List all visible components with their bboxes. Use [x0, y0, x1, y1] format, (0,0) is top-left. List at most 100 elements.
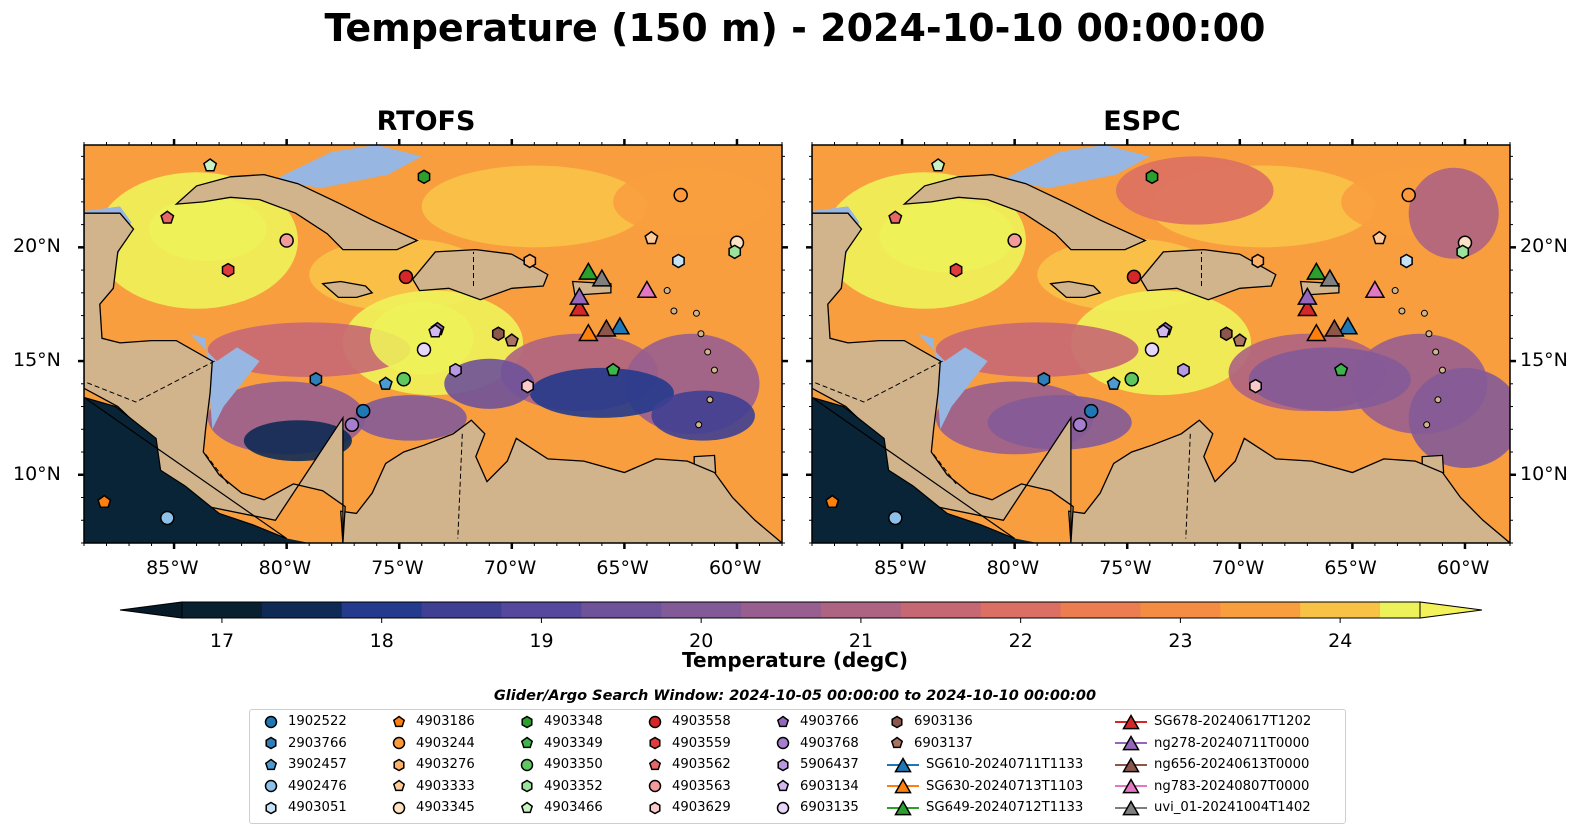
legend-marker-icon: [265, 736, 277, 750]
legend-marker: [520, 801, 534, 813]
legend-marker: [265, 801, 277, 814]
legend-label: 4903558: [672, 714, 731, 729]
legend-entry: SG678-20240617T1202: [1114, 711, 1311, 732]
legend-entry: uvi_01-20241004T1402: [1114, 797, 1311, 818]
obs-marker-4903348: [1145, 169, 1159, 185]
legend-marker: [776, 736, 790, 750]
obs-marker-4903244: [673, 187, 688, 203]
island: [1434, 396, 1442, 404]
legend-entry: 4903350: [516, 754, 603, 775]
obs-marker-4903563: [279, 233, 294, 248]
legend-entry: 4903349: [516, 733, 603, 754]
island: [663, 287, 671, 295]
colorbar-bin: [1060, 602, 1141, 618]
obs-marker-4903562: [160, 210, 175, 224]
country-border: [933, 453, 957, 485]
legend-marker-icon: [648, 779, 662, 793]
island: [1420, 309, 1428, 317]
lon-tick-label: 80°W: [258, 557, 312, 579]
temperature-feature: [1408, 167, 1499, 259]
temperature-feature: [935, 322, 1139, 377]
land-cuba: [902, 173, 1147, 251]
obs-marker-4903349: [606, 362, 621, 377]
legend-marker: [520, 736, 534, 749]
legend-entry: ng278-20240711T0000: [1114, 733, 1309, 754]
legend-marker-icon: [776, 779, 790, 792]
colorbar-bin: [1140, 602, 1221, 618]
obs-marker-4903276: [523, 253, 537, 269]
lon-tick-label: 85°W: [146, 557, 199, 579]
legend-label: 4903349: [544, 735, 603, 751]
legend-entry: 5906437: [772, 754, 859, 775]
legend-marker-icon: [520, 758, 534, 771]
legend-label: 1902522: [288, 714, 347, 729]
obs-marker-3902457: [1106, 376, 1121, 390]
legend-marker: [264, 758, 278, 770]
obs-marker-4903186: [825, 494, 840, 509]
legend-entry: 2903766: [260, 733, 347, 754]
legend-marker: [891, 715, 903, 728]
legend-entry: SG610-20240711T1133: [886, 754, 1083, 775]
legend-marker: [894, 756, 912, 772]
temperature-feature: [369, 301, 474, 375]
panel-title-espc: ESPC: [1103, 106, 1181, 137]
colorbar-bin: [261, 602, 343, 618]
legend-marker: [1122, 756, 1140, 772]
obs-marker-SG630-20240713T1103: [578, 323, 599, 342]
island: [704, 348, 712, 356]
land-south-america: [1067, 419, 1510, 543]
temperature-feature: [879, 199, 1015, 273]
legend-marker: [648, 715, 662, 728]
lat-tick-label: 20°N: [1520, 235, 1568, 258]
legend-marker: [392, 801, 406, 814]
obs-marker-4902476: [160, 510, 175, 526]
colorbar-extend-high: [1419, 601, 1483, 619]
legend-marker-icon: [776, 715, 790, 727]
map-panel-rtofs: [78, 139, 788, 549]
bahamas-bank: [275, 145, 422, 189]
legend-entry: ng783-20240807T0000: [1114, 776, 1309, 797]
legend-entry: 6903136: [886, 711, 973, 732]
legend-entry: 6903137: [886, 733, 973, 754]
land-hispaniola: [1139, 248, 1277, 301]
legend-entry: 4903466: [516, 797, 603, 818]
obs-marker-6903137: [504, 333, 519, 347]
legend-entry: 4903559: [644, 733, 731, 754]
legend-marker-icon: [521, 715, 533, 728]
legend-entry: 4903768: [772, 733, 859, 754]
map-frame: [811, 144, 1511, 544]
legend-entry: SG649-20240712T1133: [886, 797, 1083, 818]
legend-label: 4903629: [672, 800, 731, 815]
map-body: [84, 145, 782, 543]
legend-marker-icon: [776, 801, 790, 814]
island: [1423, 421, 1431, 429]
obs-marker-5906437: [1177, 362, 1190, 378]
legend-entry: ng656-20240613T0000: [1114, 754, 1309, 775]
obs-marker-4903244: [1401, 187, 1416, 203]
country-border: [1185, 433, 1191, 539]
legend-label: 6903137: [914, 735, 973, 751]
legend-marker-icon: [649, 801, 661, 814]
legend-label: 6903135: [800, 800, 859, 815]
legend-label: 4903186: [416, 714, 475, 729]
obs-marker-6903136: [491, 326, 505, 342]
colorbar-bin: [820, 602, 902, 618]
obs-marker-6903134: [1156, 324, 1171, 338]
obs-marker-6903136: [1219, 326, 1233, 342]
obs-marker-4903629: [521, 378, 534, 394]
legend-entry: 4903333: [388, 776, 475, 797]
temperature-feature: [1408, 367, 1510, 468]
temperature-feature: [207, 322, 411, 377]
legend-entry: 4903558: [644, 711, 731, 732]
colorbar-bin: [341, 602, 423, 618]
obs-marker-4903466: [203, 158, 218, 172]
legend-marker-icon: [392, 715, 406, 727]
legend-label: SG678-20240617T1202: [1154, 714, 1312, 729]
obs-marker-4903276: [1251, 253, 1265, 269]
legend-marker-icon: [776, 736, 790, 750]
lon-tick-label: 65°W: [1324, 557, 1377, 579]
temperature-feature: [529, 367, 674, 418]
obs-marker-SG649-20240712T1133: [1306, 261, 1327, 280]
island: [670, 307, 678, 315]
legend-marker: [1122, 799, 1140, 815]
